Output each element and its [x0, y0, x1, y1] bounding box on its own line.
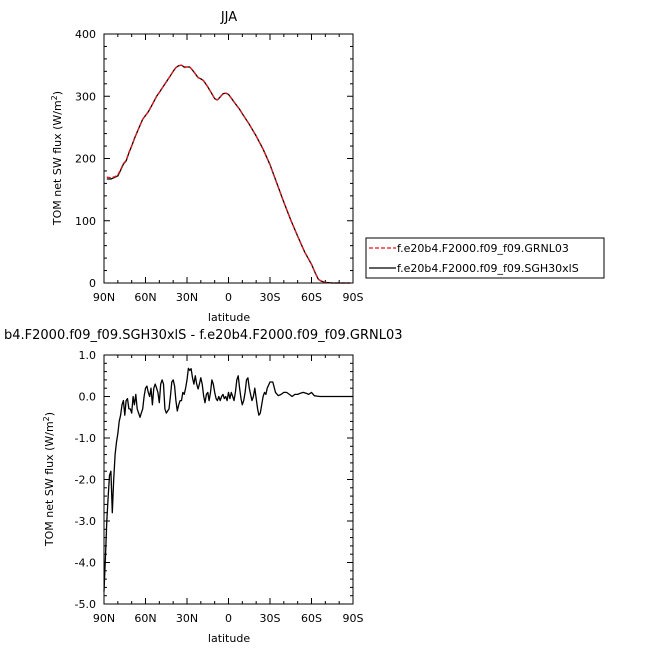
- top-series-line: [106, 64, 351, 284]
- top-x-tick-label: 30S: [260, 291, 281, 304]
- top-y-tick-label: 100: [75, 215, 96, 228]
- top-chart-title: JJA: [220, 10, 237, 25]
- bottom-chart-title: b4.F2000.f09_f09.SGH30xlS - f.e20b4.F200…: [4, 328, 403, 343]
- bottom-panel: b4.F2000.f09_f09.SGH30xlS - f.e20b4.F200…: [4, 328, 403, 645]
- top-series-lines: [106, 64, 351, 284]
- bottom-y-tick-label: -5.0: [75, 598, 96, 611]
- top-plot-frame: [103, 33, 354, 284]
- bottom-x-tick-label: 30N: [176, 612, 198, 625]
- bottom-x-axis-label: latitude: [208, 632, 250, 645]
- bottom-series-line: [103, 367, 353, 592]
- top-y-axis-label: TOM net SW flux (W/m2): [50, 91, 64, 226]
- bottom-y-tick-label: -3.0: [75, 515, 96, 528]
- top-x-axis-label: latitude: [208, 311, 250, 324]
- bottom-y-tick-label: 1.0: [79, 349, 97, 362]
- bottom-x-tick-label: 0: [225, 612, 232, 625]
- legend-label-grnl03: f.e20b4.F2000.f09_f09.GRNL03: [397, 242, 569, 255]
- bottom-y-tick-label: 0.0: [79, 391, 97, 404]
- bottom-y-tick-label: -4.0: [75, 557, 96, 570]
- top-x-tick-label: 90N: [93, 291, 115, 304]
- bottom-y-axis-label: TOM net SW flux (W/m2): [42, 412, 56, 547]
- bottom-series-lines: [103, 367, 353, 592]
- bottom-x-tick-label: 90N: [93, 612, 115, 625]
- top-panel: JJA 90N 60N 30N 0 30S 60S 90S 0 100 200 300 400 lat…: [50, 10, 364, 324]
- bottom-x-tick-label: 90S: [343, 612, 364, 625]
- bottom-y-tick-label: -2.0: [75, 474, 96, 487]
- top-y-tick-label: 400: [75, 28, 96, 41]
- top-x-tick-label: 60N: [134, 291, 156, 304]
- legend: f.e20b4.F2000.f09_f09.GRNL03 f.e20b4.F20…: [365, 237, 605, 279]
- top-x-tick-label: 60S: [301, 291, 322, 304]
- top-x-tick-label: 90S: [343, 291, 364, 304]
- top-y-tick-label: 300: [75, 90, 96, 103]
- bottom-x-tick-label: 60N: [134, 612, 156, 625]
- legend-label-sgh30xls: f.e20b4.F2000.f09_f09.SGH30xlS: [397, 262, 579, 275]
- legend-box: [365, 237, 605, 279]
- top-series-line: [106, 64, 351, 284]
- top-y-tick-label: 200: [75, 153, 96, 166]
- bottom-y-tick-label: -1.0: [75, 432, 96, 445]
- top-axes: 90N 60N 30N 0 30S 60S 90S 0 100 200 300 400: [75, 28, 364, 304]
- bottom-x-tick-label: 60S: [301, 612, 322, 625]
- bottom-plot-frame: [103, 354, 354, 605]
- top-y-tick-label: 0: [89, 277, 96, 290]
- top-x-tick-label: 30N: [176, 291, 198, 304]
- bottom-axes: 90N 60N 30N 0 30S 60S 90S 1.0 0.0 -1.0 -2.0 -3.0 -4.…: [75, 349, 364, 625]
- top-x-tick-label: 0: [225, 291, 232, 304]
- bottom-x-tick-label: 30S: [260, 612, 281, 625]
